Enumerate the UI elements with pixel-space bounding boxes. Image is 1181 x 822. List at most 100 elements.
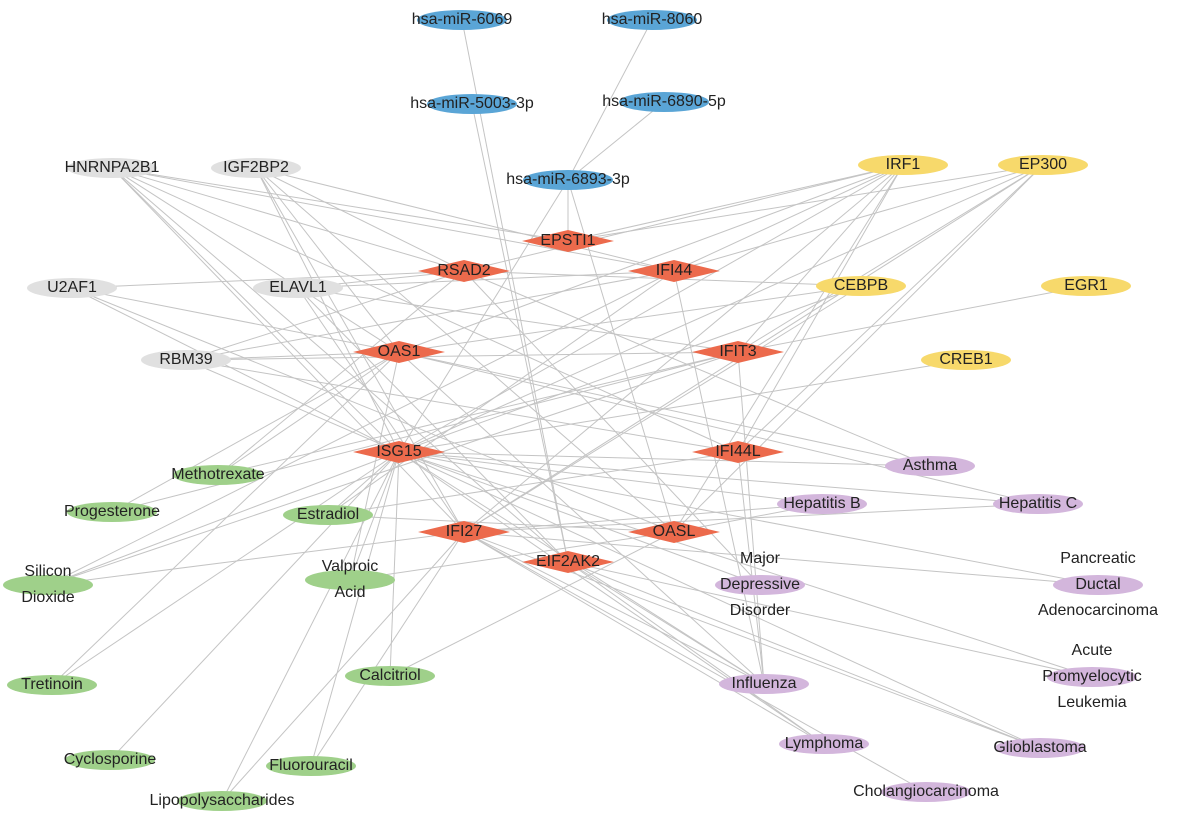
node-shape	[523, 170, 613, 190]
node-shape	[418, 521, 510, 543]
node-shape	[692, 441, 784, 463]
node: Tretinoin	[7, 675, 97, 695]
node: Cholangiocarcinoma	[853, 782, 999, 802]
edge	[185, 270, 465, 361]
edge	[673, 164, 1044, 533]
node: Hepatitis C	[993, 494, 1083, 514]
node: EIF2AK2	[522, 551, 614, 573]
edge	[398, 359, 967, 453]
node-shape	[418, 260, 510, 282]
node: IRF1	[858, 155, 948, 175]
edge	[567, 164, 904, 242]
edge	[111, 167, 465, 533]
node: IFIT3	[692, 341, 784, 363]
edge	[297, 287, 569, 563]
node: EP300	[998, 155, 1088, 175]
node-shape	[719, 674, 809, 694]
node-shape	[7, 675, 97, 695]
nodes: hsa-miR-6069 hsa-miR-8060 hsa-miR-5003-3p h…	[3, 10, 1158, 811]
edge	[737, 164, 1044, 453]
node-label: Lipopolysaccharides	[150, 792, 295, 809]
edge	[737, 164, 1044, 353]
node-shape	[67, 502, 157, 522]
edge	[217, 351, 400, 476]
node-shape	[858, 155, 948, 175]
node-label: U2AF1	[47, 279, 97, 296]
node: Calcitriol	[345, 666, 435, 686]
node: Lipopolysaccharides	[150, 791, 295, 811]
node-shape	[417, 10, 507, 30]
edge	[111, 167, 569, 563]
edge	[111, 351, 400, 513]
node-shape	[995, 738, 1085, 758]
node-label: EGR1	[1064, 277, 1108, 294]
node-shape	[628, 521, 720, 543]
node-label: OAS1	[378, 343, 421, 360]
edge	[463, 164, 904, 272]
node: IGF2BP2	[211, 158, 301, 178]
edge	[327, 270, 675, 516]
edge	[567, 561, 765, 685]
node: EGR1	[1041, 276, 1131, 296]
node-label: OASL	[653, 523, 696, 540]
edge	[111, 167, 465, 272]
edge	[255, 167, 400, 353]
node: Lymphoma	[779, 734, 869, 754]
node-shape	[283, 505, 373, 525]
node-label: Asthma	[903, 457, 957, 474]
node: Cyclosporine	[64, 750, 156, 770]
edge	[398, 451, 1093, 678]
node: ELAVL1	[253, 278, 343, 298]
edge	[463, 531, 765, 685]
node: Glioblastoma	[993, 738, 1087, 758]
node-label: Dioxide	[21, 589, 74, 606]
edge	[327, 451, 739, 516]
edge	[217, 351, 739, 476]
edge	[673, 164, 904, 533]
edge	[349, 451, 400, 581]
node-shape	[3, 575, 93, 595]
node-label: hsa-miR-6069	[412, 11, 513, 28]
edge	[673, 270, 765, 685]
edge	[297, 287, 739, 353]
edge	[398, 451, 761, 586]
node-shape	[427, 94, 517, 114]
node-label: Hepatitis B	[783, 495, 860, 512]
edge	[255, 167, 400, 453]
edge	[327, 451, 400, 516]
edge	[111, 167, 400, 453]
node-shape	[607, 10, 697, 30]
edge	[567, 164, 1044, 242]
node-label: Calcitriol	[359, 667, 420, 684]
node-label: Influenza	[732, 675, 797, 692]
node: U2AF1	[27, 278, 117, 298]
node-shape	[353, 441, 445, 463]
edge	[47, 451, 400, 586]
edge	[463, 270, 931, 467]
node-shape	[141, 350, 231, 370]
edge	[463, 531, 927, 793]
node: Acute Promyelocytic Leukemia	[1042, 642, 1142, 711]
edge	[398, 164, 1044, 453]
edge	[398, 451, 1099, 586]
edge	[310, 451, 400, 767]
node-label: IFI44	[656, 262, 693, 279]
node-label: hsa-miR-5003-3p	[410, 95, 534, 112]
edges	[47, 19, 1099, 802]
edge	[398, 351, 765, 685]
edge	[398, 285, 862, 453]
edge	[185, 359, 739, 453]
node-label: IFI27	[446, 523, 483, 540]
edge	[349, 351, 400, 581]
node-shape	[177, 791, 267, 811]
edge	[47, 270, 675, 586]
edge	[673, 164, 1044, 272]
edge	[310, 531, 465, 767]
node-label: RSAD2	[437, 262, 490, 279]
node-label: Depressive	[720, 576, 800, 593]
node-label: Hepatitis C	[999, 495, 1077, 512]
edge	[737, 351, 765, 685]
node-label: RBM39	[159, 351, 212, 368]
node-shape	[27, 278, 117, 298]
edge	[398, 179, 569, 453]
